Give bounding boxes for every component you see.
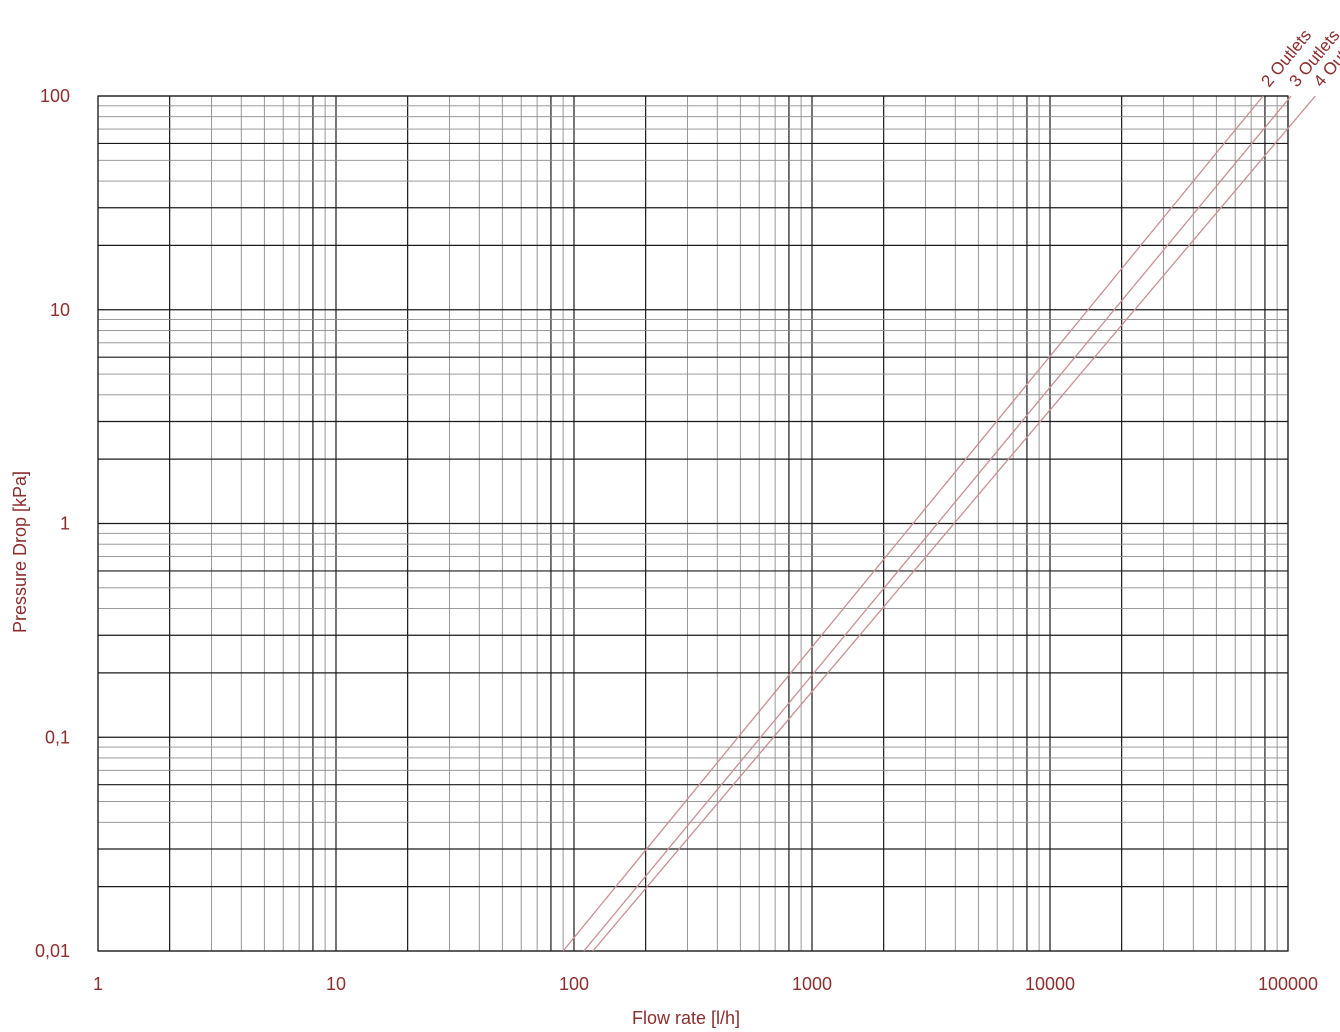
y-tick-label: 0,01	[35, 941, 70, 961]
x-tick-label: 10	[326, 974, 346, 994]
x-tick-label: 100000	[1258, 974, 1318, 994]
series-line-3-outlets	[583, 95, 1292, 952]
x-tick-labels: 1 10 100 1000 10000 100000	[93, 974, 1318, 994]
series-line-4-outlets	[592, 95, 1316, 952]
grid-lines	[97, 95, 1289, 952]
plot-frame	[97, 95, 1289, 952]
y-tick-label: 10	[50, 300, 70, 320]
y-tick-label: 1	[60, 514, 70, 534]
y-axis-label: Pressure Drop [kPa]	[10, 471, 30, 633]
y-tick-label: 0,1	[45, 727, 70, 747]
y-tick-labels: 0,01 0,1 1 10 100	[35, 86, 70, 961]
x-tick-label: 1	[93, 974, 103, 994]
x-axis-label: Flow rate [l/h]	[632, 1008, 740, 1028]
x-tick-label: 10000	[1025, 974, 1075, 994]
y-tick-label: 100	[40, 86, 70, 106]
series-line-2-outlets	[562, 95, 1264, 952]
x-tick-label: 1000	[792, 974, 832, 994]
x-tick-label: 100	[559, 974, 589, 994]
